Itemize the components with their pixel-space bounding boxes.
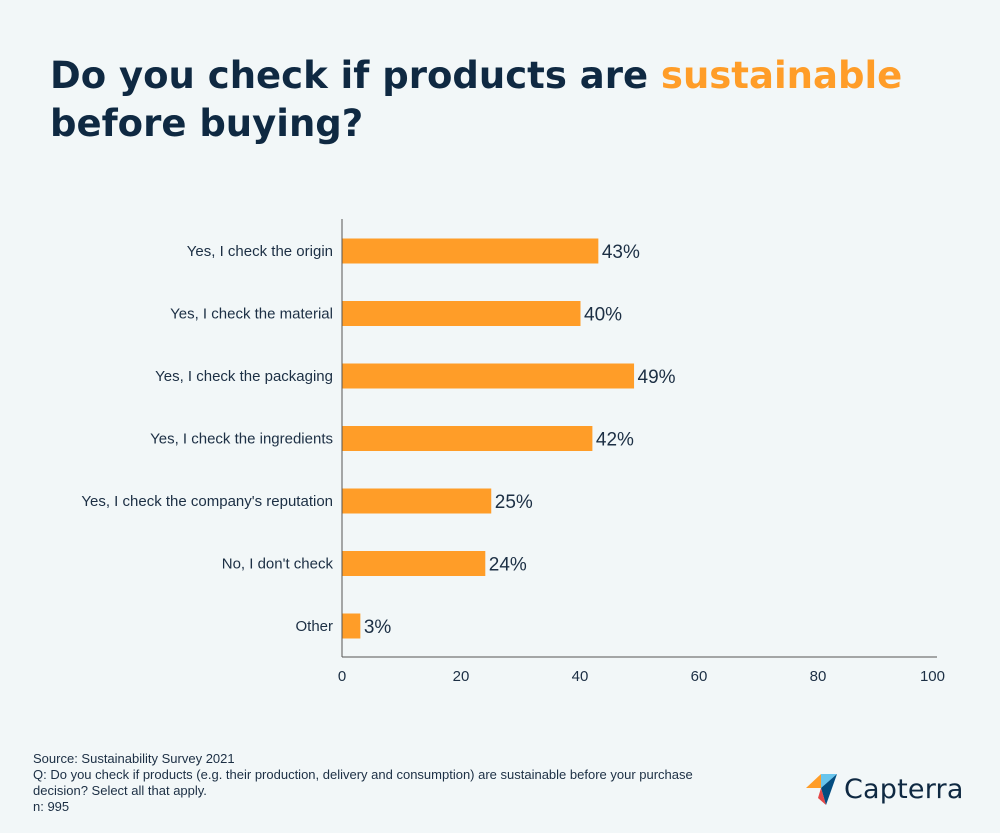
question-note-line2: decision? Select all that apply. — [33, 783, 207, 798]
x-tick-label: 100 — [920, 668, 945, 685]
capterra-arrow-icon — [806, 774, 837, 805]
title-part2: before buying? — [50, 102, 364, 145]
category-label: Yes, I check the company's reputation — [81, 493, 333, 510]
title-highlight: sustainable — [660, 54, 903, 97]
category-label: Yes, I check the packaging — [155, 368, 333, 385]
data-label: 42% — [596, 430, 634, 451]
data-label: 3% — [364, 617, 392, 638]
x-tick-label: 80 — [810, 668, 827, 685]
bar — [342, 363, 635, 389]
data-label: 43% — [602, 242, 640, 263]
question-note-line1: Q: Do you check if products (e.g. their … — [33, 767, 693, 782]
data-label: 24% — [489, 555, 527, 576]
category-label: Yes, I check the material — [170, 306, 333, 323]
bar — [342, 301, 581, 326]
title-part1: Do you check if products are — [50, 54, 661, 97]
capterra-logo: Capterra — [804, 772, 964, 806]
category-label: Yes, I check the ingredients — [150, 431, 333, 448]
data-label: 49% — [638, 367, 676, 388]
logo-text: Capterra — [844, 773, 964, 805]
footer-notes: Source: Sustainability Survey 2021 Q: Do… — [33, 751, 773, 815]
source-note: Source: Sustainability Survey 2021 — [33, 751, 235, 766]
bar — [342, 488, 492, 514]
chart-title: Do you check if products are sustainable… — [50, 52, 950, 148]
bar-chart: Yes, I check the origin 43% Yes, I check t… — [81, 219, 945, 685]
bar — [342, 551, 486, 576]
x-tick-label: 20 — [453, 668, 470, 685]
x-tick-label: 60 — [691, 668, 708, 685]
category-label: Yes, I check the origin — [187, 243, 333, 260]
category-label: No, I don't check — [222, 556, 334, 573]
x-tick-label: 40 — [572, 668, 589, 685]
bar — [342, 238, 599, 264]
data-label: 40% — [584, 305, 622, 326]
bar — [342, 426, 593, 451]
bar — [342, 613, 361, 639]
data-label: 25% — [495, 492, 533, 513]
sample-size-note: n: 995 — [33, 799, 70, 814]
category-label: Other — [295, 618, 333, 635]
x-tick-label: 0 — [338, 668, 346, 685]
